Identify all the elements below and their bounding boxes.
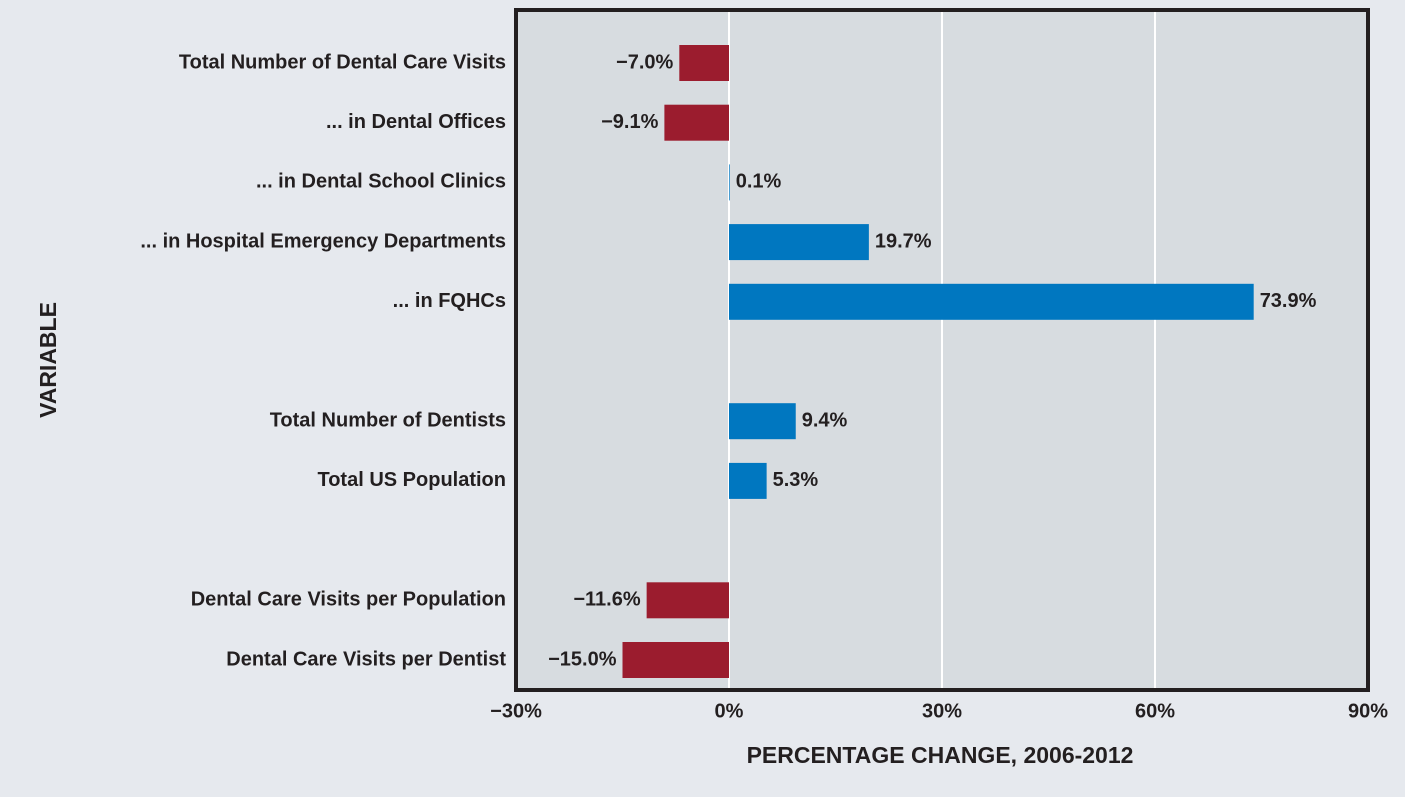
data-label: 19.7% [875,230,932,252]
bar [729,403,796,440]
y-tick-label: Total Number of Dental Care Visits [179,51,506,73]
x-tick-label: 0% [715,700,744,722]
data-label: −11.6% [573,589,641,611]
x-tick-label: 90% [1348,700,1388,722]
y-tick-label: Dental Care Visits per Population [191,589,506,611]
bar [729,462,767,499]
y-tick-label: Total US Population [317,469,506,491]
bar [729,164,730,201]
bar [729,283,1254,320]
data-label: 0.1% [736,171,782,193]
data-label: 73.9% [1260,290,1317,312]
data-label: 9.4% [802,409,848,431]
y-tick-label: ... in Dental School Clinics [256,171,506,193]
bar [679,45,729,81]
x-tick-label: 60% [1135,700,1175,722]
bar [664,104,729,141]
y-tick-label: Dental Care Visits per Dentist [226,648,506,670]
marks [622,45,1254,678]
plot-frame [514,8,1370,692]
data-label: −9.1% [601,111,658,133]
y-axis-title: VARIABLE [35,302,61,418]
bar [729,224,869,261]
x-tick-label: −30% [490,700,542,722]
y-tick-label: ... in FQHCs [393,290,506,312]
y-tick-label: Total Number of Dentists [270,409,506,431]
data-label: 5.3% [773,469,819,491]
data-label: −15.0% [548,648,617,670]
x-axis-title: PERCENTAGE CHANGE, 2006-2012 [747,742,1134,768]
bar [622,642,729,678]
bar [646,582,729,619]
y-tick-label: ... in Dental Offices [326,111,506,133]
y-tick-label: ... in Hospital Emergency Departments [140,230,506,252]
data-label: −7.0% [616,51,673,73]
x-tick-label: 30% [922,700,962,722]
